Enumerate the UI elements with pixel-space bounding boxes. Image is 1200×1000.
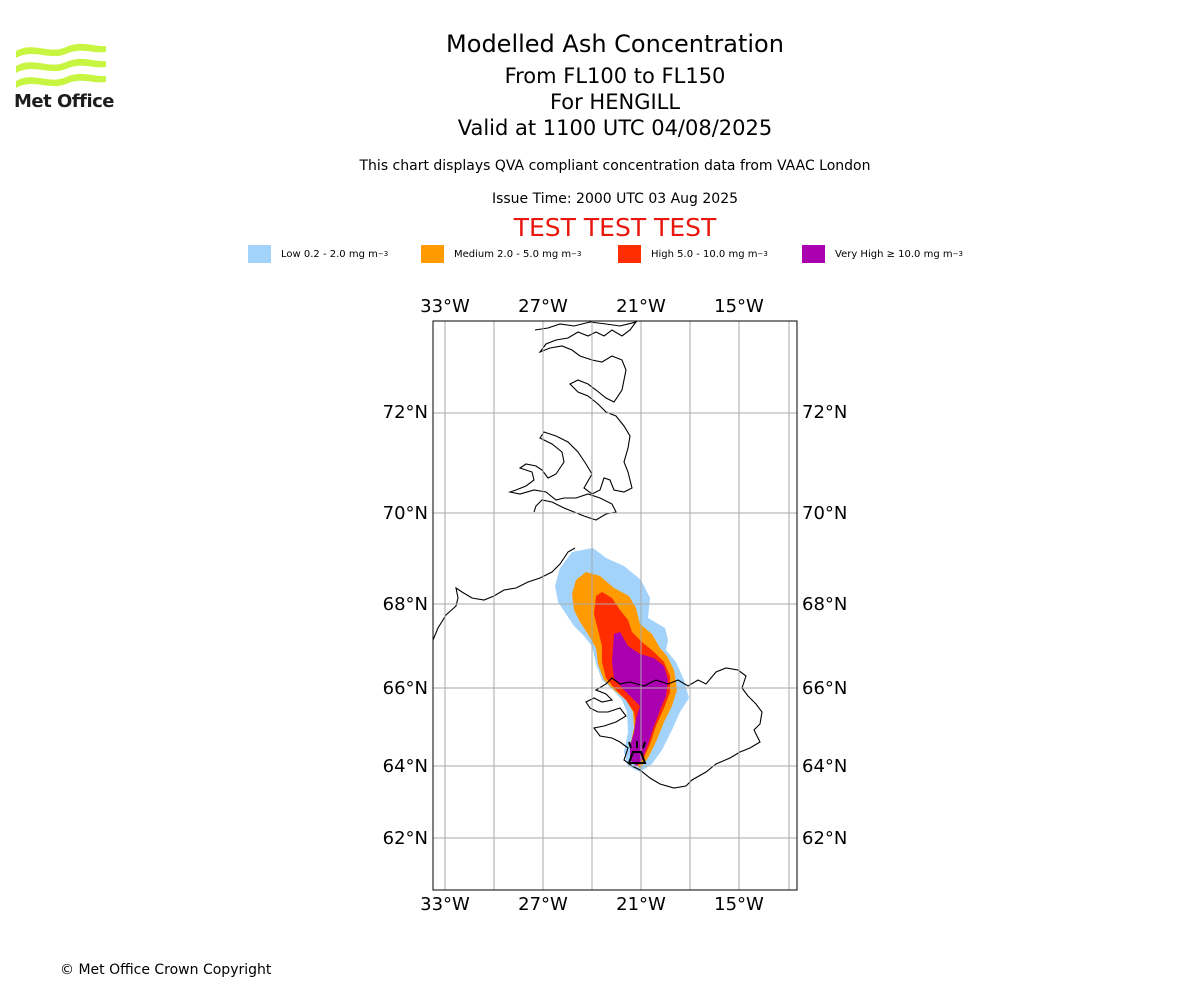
legend-sup-very-high: −3 — [952, 250, 963, 258]
lat-tick-right-64n: 64°N — [802, 756, 847, 777]
lon-tick-top-15w: 15°W — [714, 296, 764, 317]
logo-text: Met Office — [14, 91, 115, 112]
legend-sup-low: −3 — [377, 250, 389, 258]
map-frame — [432, 320, 798, 891]
legend-swatch-low — [248, 245, 271, 263]
lat-tick-left-72n: 72°N — [383, 402, 428, 423]
graticule — [433, 321, 797, 890]
legend-swatch-very-high — [802, 245, 825, 263]
lat-tick-left-64n: 64°N — [383, 756, 428, 777]
copyright: © Met Office Crown Copyright — [60, 962, 272, 978]
legend-swatch-medium — [421, 245, 444, 263]
volcano-icon — [627, 741, 647, 764]
lat-tick-left-70n: 70°N — [383, 503, 428, 524]
lon-tick-top-27w: 27°W — [518, 296, 568, 317]
legend-label-medium: Medium 2.0 - 5.0 mg m — [454, 248, 572, 260]
legend-label-low: Low 0.2 - 2.0 mg m — [281, 248, 378, 260]
issue-time: Issue Time: 2000 UTC 03 Aug 2025 — [491, 191, 739, 207]
legend-sup-high: −3 — [757, 250, 768, 258]
ash-area-very-high — [612, 632, 668, 766]
chart-description: This chart displays QVA compliant concen… — [359, 158, 871, 174]
lat-tick-right-62n: 62°N — [802, 828, 847, 849]
legend-item-medium: Medium 2.0 - 5.0 mg m −3 — [421, 245, 581, 263]
flight-level-range: From FL100 to FL150 — [504, 64, 726, 88]
lat-tick-left-66n: 66°N — [383, 678, 428, 699]
lat-tick-right-68n: 68°N — [802, 594, 847, 615]
legend-sup-medium: −3 — [571, 250, 582, 258]
lon-tick-bottom-27w: 27°W — [518, 894, 568, 915]
legend-swatch-high — [618, 245, 641, 263]
lat-tick-right-70n: 70°N — [802, 503, 847, 524]
valid-time: Valid at 1100 UTC 04/08/2025 — [457, 116, 773, 140]
legend-item-very-high: Very High ≥ 10.0 mg m −3 — [802, 245, 963, 263]
legend-label-high: High 5.0 - 10.0 mg m — [651, 248, 758, 260]
lat-tick-left-68n: 68°N — [383, 594, 428, 615]
chart-title: Modelled Ash Concentration — [446, 30, 784, 58]
lon-tick-bottom-21w: 21°W — [616, 894, 666, 915]
lon-tick-top-33w: 33°W — [420, 296, 470, 317]
volcano-name: For HENGILL — [549, 90, 681, 114]
lon-tick-bottom-33w: 33°W — [420, 894, 470, 915]
lat-tick-left-62n: 62°N — [383, 828, 428, 849]
coastline-greenland — [433, 321, 638, 641]
lat-tick-right-72n: 72°N — [802, 402, 847, 423]
lon-tick-top-21w: 21°W — [616, 296, 666, 317]
legend-item-high: High 5.0 - 10.0 mg m −3 — [618, 245, 768, 263]
legend-item-low: Low 0.2 - 2.0 mg m −3 — [248, 245, 388, 263]
lat-tick-right-66n: 66°N — [802, 678, 847, 699]
test-banner: TEST TEST TEST — [513, 213, 717, 242]
coastline-iceland — [585, 667, 763, 789]
legend-label-very-high: Very High ≥ 10.0 mg m — [835, 248, 953, 260]
lon-tick-bottom-15w: 15°W — [714, 894, 764, 915]
met-office-logo — [16, 43, 106, 88]
